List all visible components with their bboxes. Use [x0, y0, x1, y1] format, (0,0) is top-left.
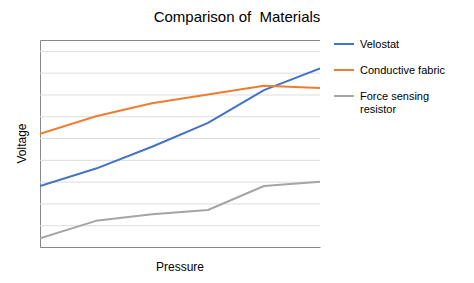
line	[40, 68, 320, 186]
grid-line	[40, 160, 320, 161]
x-axis	[41, 247, 321, 248]
y-tick	[40, 182, 320, 183]
y-tick	[40, 73, 320, 74]
legend-swatch	[334, 95, 354, 97]
grid-line	[40, 116, 320, 117]
grid-line	[40, 94, 320, 95]
x-axis-line	[41, 247, 321, 248]
plot-area	[40, 41, 321, 248]
y-axis-label: Voltage	[15, 123, 29, 163]
y-tick	[40, 160, 320, 161]
legend-label: Velostat	[360, 38, 399, 50]
chart: Comparison of Materials Pressure Voltage Ve…	[0, 0, 474, 283]
grid-line	[40, 73, 320, 74]
grid-line	[40, 138, 320, 139]
y-tick	[40, 51, 320, 52]
y-axis	[40, 41, 320, 248]
title: Comparison of Materials	[154, 8, 321, 25]
line	[40, 182, 320, 239]
grid-line	[40, 51, 320, 52]
legend-item: Velostat	[334, 38, 399, 50]
grid-line	[40, 182, 320, 183]
line	[40, 86, 320, 134]
y-axis-line	[41, 41, 321, 248]
legend-swatch	[334, 69, 354, 71]
y-tick	[40, 203, 320, 204]
x-axis-label: Pressure	[156, 260, 204, 274]
series-group	[40, 68, 320, 238]
y-tick	[40, 116, 320, 117]
legend-swatch	[334, 43, 354, 45]
y-tick	[40, 138, 320, 139]
legend-item: Force sensingresistor	[334, 90, 429, 115]
grid-line	[40, 203, 320, 204]
legend-label: Conductive fabric	[360, 64, 445, 76]
legend-item: Conductive fabric	[334, 64, 445, 76]
legend: Velostat Conductive fabric Force sensingre…	[334, 38, 445, 115]
y-tick	[40, 94, 320, 95]
legend-label: Force sensingresistor	[360, 90, 429, 115]
